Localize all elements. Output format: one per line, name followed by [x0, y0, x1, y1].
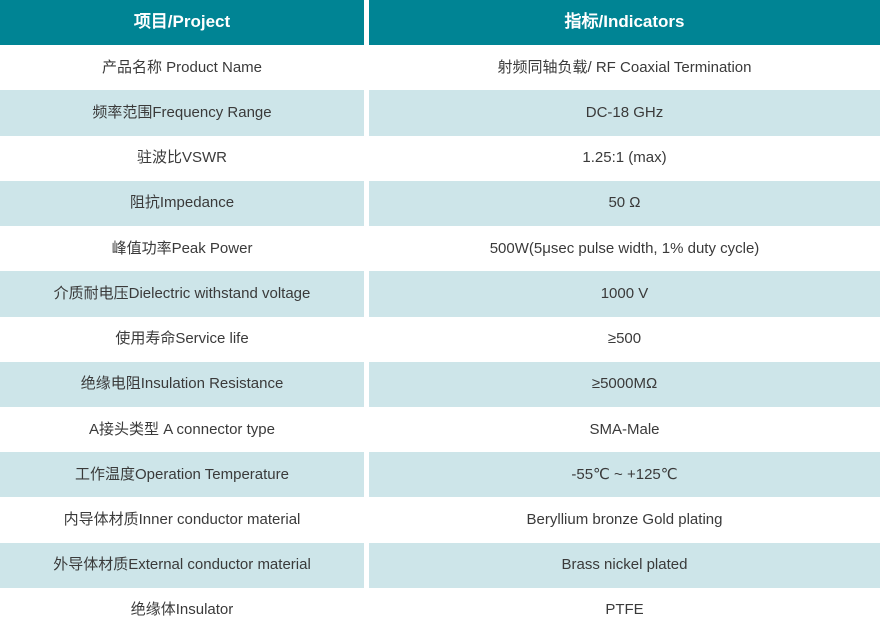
- row-value: -55℃ ~ +125℃: [369, 452, 880, 498]
- row-value: 射频同轴负载/ RF Coaxial Termination: [369, 45, 880, 91]
- table-row-operation-temperature: 工作温度Operation Temperature -55℃ ~ +125℃: [0, 452, 880, 498]
- table-row-product-name: 产品名称 Product Name 射频同轴负载/ RF Coaxial Ter…: [0, 45, 880, 91]
- table-row-impedance: 阻抗Impedance 50 Ω: [0, 180, 880, 227]
- header-project: 项目/Project: [0, 0, 364, 46]
- row-label: 频率范围Frequency Range: [0, 90, 364, 136]
- table-header-row: 项目/Project 指标/Indicators: [0, 0, 880, 46]
- row-label: 阻抗Impedance: [0, 180, 364, 227]
- row-label: 介质耐电压Dielectric withstand voltage: [0, 271, 364, 317]
- row-value: DC-18 GHz: [369, 90, 880, 136]
- row-value: Beryllium bronze Gold plating: [369, 497, 880, 543]
- row-label: 内导体材质Inner conductor material: [0, 497, 364, 543]
- row-label: 驻波比VSWR: [0, 135, 364, 181]
- table-row-inner-conductor-material: 内导体材质Inner conductor material Beryllium …: [0, 497, 880, 543]
- table-row-external-conductor-material: 外导体材质External conductor material Brass n…: [0, 542, 880, 588]
- table-row-vswr: 驻波比VSWR 1.25:1 (max): [0, 135, 880, 181]
- row-label: 使用寿命Service life: [0, 316, 364, 362]
- row-value: SMA-Male: [369, 406, 880, 453]
- row-value: 1000 V: [369, 271, 880, 317]
- row-value: ≥5000MΩ: [369, 361, 880, 407]
- row-value: PTFE: [369, 587, 880, 633]
- row-label: 峰值功率Peak Power: [0, 226, 364, 272]
- row-value: 1.25:1 (max): [369, 135, 880, 181]
- row-value: 500W(5μsec pulse width, 1% duty cycle): [369, 226, 880, 272]
- row-label: 工作温度Operation Temperature: [0, 452, 364, 498]
- row-value: ≥500: [369, 316, 880, 362]
- table-row-insulator: 绝缘体Insulator PTFE: [0, 587, 880, 633]
- row-value: 50 Ω: [369, 180, 880, 227]
- table-row-frequency-range: 频率范围Frequency Range DC-18 GHz: [0, 90, 880, 136]
- table-row-peak-power: 峰值功率Peak Power 500W(5μsec pulse width, 1…: [0, 226, 880, 272]
- row-label: A接头类型 A connector type: [0, 406, 364, 453]
- header-indicators: 指标/Indicators: [369, 0, 880, 46]
- row-label: 外导体材质External conductor material: [0, 542, 364, 588]
- table-row-a-connector-type: A接头类型 A connector type SMA-Male: [0, 406, 880, 453]
- table-row-insulation-resistance: 绝缘电阻Insulation Resistance ≥5000MΩ: [0, 361, 880, 407]
- row-label: 绝缘电阻Insulation Resistance: [0, 361, 364, 407]
- row-label: 产品名称 Product Name: [0, 45, 364, 91]
- table-row-dielectric-withstand-voltage: 介质耐电压Dielectric withstand voltage 1000 V: [0, 271, 880, 317]
- row-value: Brass nickel plated: [369, 542, 880, 588]
- row-label: 绝缘体Insulator: [0, 587, 364, 633]
- table-row-service-life: 使用寿命Service life ≥500: [0, 316, 880, 362]
